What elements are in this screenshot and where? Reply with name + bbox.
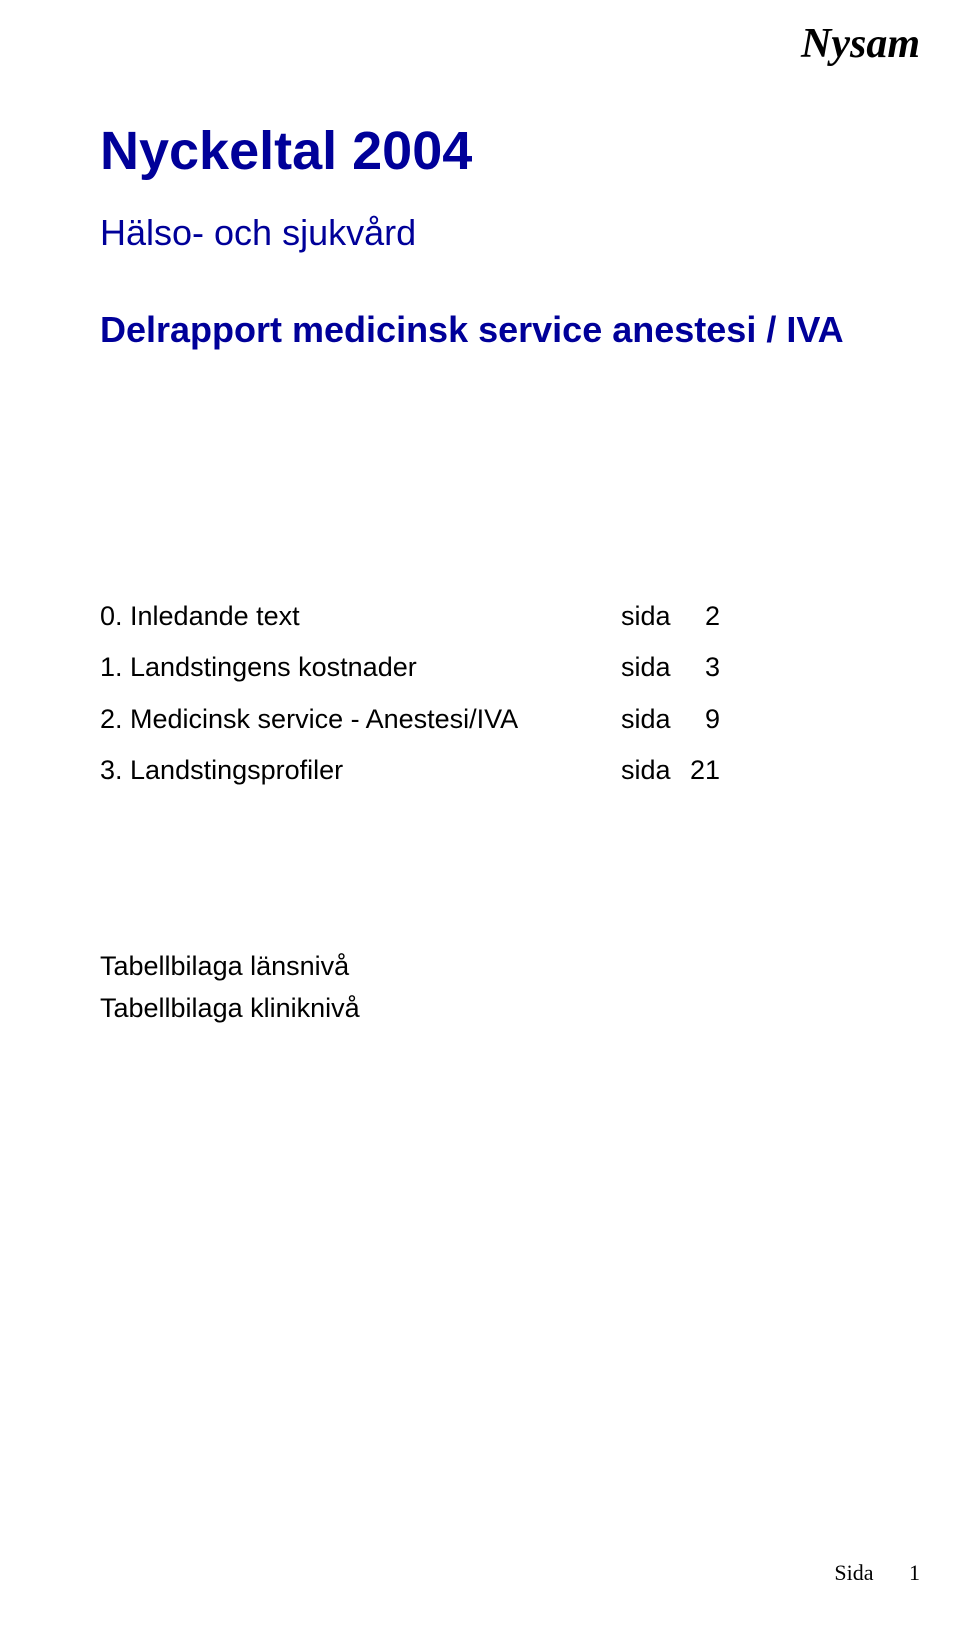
toc-page: sida 2 xyxy=(621,591,720,642)
document-page: Nysam Nyckeltal 2004 Hälso- och sjukvård… xyxy=(0,0,960,1626)
toc-page-num: 3 xyxy=(690,642,720,693)
toc-page-num: 2 xyxy=(690,591,720,642)
document-title: Nyckeltal 2004 xyxy=(100,120,860,182)
page-footer: Sida 1 xyxy=(834,1560,920,1586)
toc-page-word: sida xyxy=(621,694,676,745)
footer-page-num: 1 xyxy=(909,1560,920,1585)
brand-logo-text: Nysam xyxy=(801,20,920,68)
footer-label: Sida xyxy=(834,1560,873,1585)
toc-page: sida 9 xyxy=(621,694,720,745)
toc-row: 0. Inledande text sida 2 xyxy=(100,591,720,642)
appendix-item: Tabellbilaga kliniknivå xyxy=(100,988,860,1030)
appendix-item: Tabellbilaga länsnivå xyxy=(100,946,860,988)
appendix-list: Tabellbilaga länsnivå Tabellbilaga klini… xyxy=(100,946,860,1030)
toc-page-word: sida xyxy=(621,745,676,796)
report-line: Delrapport medicinsk service anestesi / … xyxy=(100,309,860,351)
toc-page-word: sida xyxy=(621,591,676,642)
document-subtitle: Hälso- och sjukvård xyxy=(100,212,860,254)
toc-page-word: sida xyxy=(621,642,676,693)
toc-page: sida 21 xyxy=(621,745,720,796)
toc-label: 0. Inledande text xyxy=(100,591,300,642)
toc-label: 1. Landstingens kostnader xyxy=(100,642,417,693)
toc-page-num: 21 xyxy=(690,745,720,796)
toc-row: 3. Landstingsprofiler sida 21 xyxy=(100,745,720,796)
toc-page-num: 9 xyxy=(690,694,720,745)
toc-label: 3. Landstingsprofiler xyxy=(100,745,343,796)
toc-row: 2. Medicinsk service - Anestesi/IVA sida… xyxy=(100,694,720,745)
toc-page: sida 3 xyxy=(621,642,720,693)
table-of-contents: 0. Inledande text sida 2 1. Landstingens… xyxy=(100,591,860,796)
toc-label: 2. Medicinsk service - Anestesi/IVA xyxy=(100,694,518,745)
toc-row: 1. Landstingens kostnader sida 3 xyxy=(100,642,720,693)
